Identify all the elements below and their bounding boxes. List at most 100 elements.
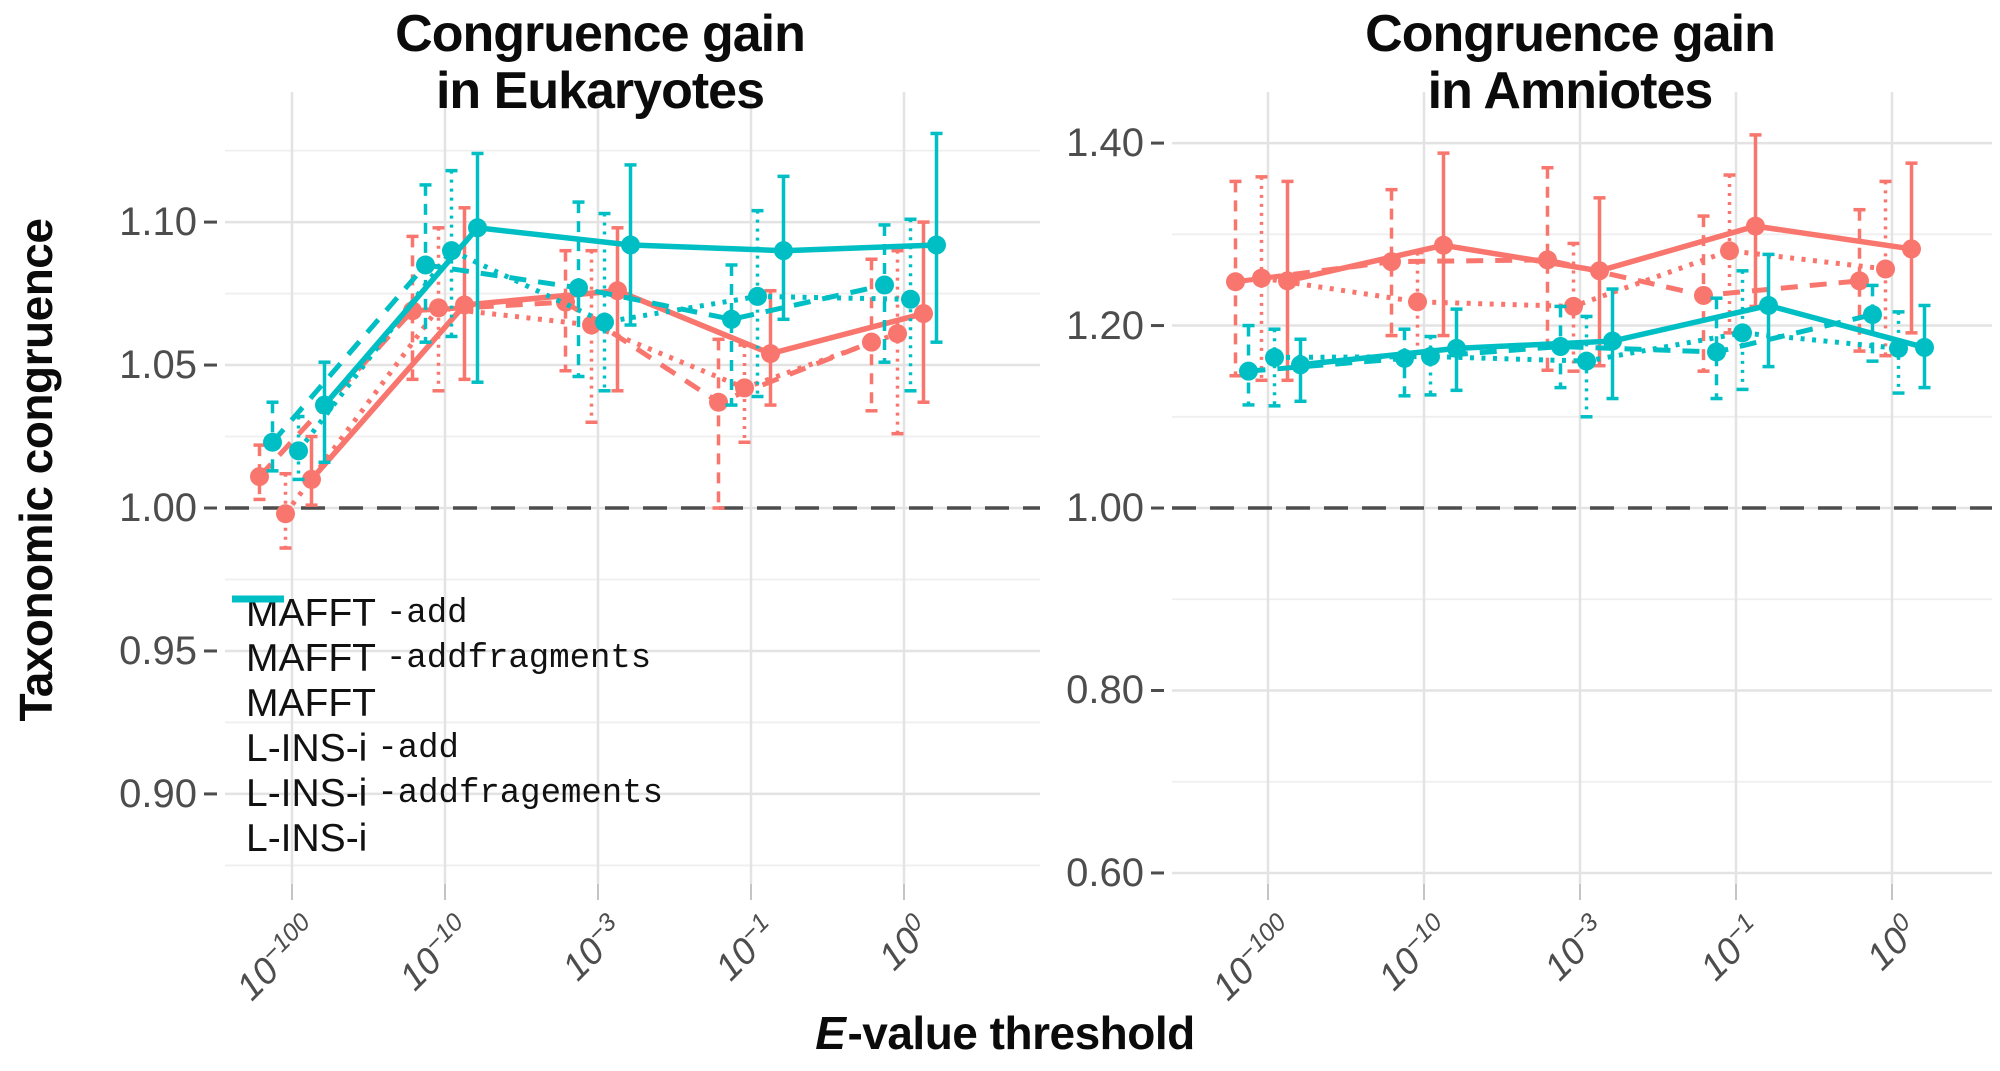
series-mafft — [1278, 133, 1921, 383]
data-point — [875, 275, 894, 295]
title-line: Congruence gain — [395, 5, 806, 63]
series-l-ins-i — [315, 131, 946, 465]
data-point — [468, 218, 487, 238]
data-point — [250, 467, 269, 487]
data-point — [1590, 261, 1609, 281]
title-line: in Eukaryotes — [435, 62, 765, 120]
data-point — [1694, 285, 1713, 305]
data-point — [1447, 338, 1466, 358]
legend-item: MAFFT -add — [230, 591, 663, 636]
y-axis-tick-label: 0.95 — [119, 628, 197, 673]
data-point — [927, 235, 946, 255]
y-axis-tick-label: 1.40 — [1066, 121, 1144, 166]
data-point — [735, 378, 754, 398]
legend-label-suffix: -addfragments — [385, 639, 652, 678]
data-point — [1733, 323, 1752, 343]
data-point — [901, 289, 920, 309]
series-l-ins-i-add — [263, 183, 894, 473]
data-point — [1226, 272, 1245, 292]
data-point — [1278, 271, 1297, 291]
gridlines — [1172, 92, 1992, 884]
data-point — [1434, 235, 1453, 255]
data-point — [1408, 292, 1427, 312]
data-point — [289, 441, 308, 461]
legend-label-main: L-INS-i — [246, 816, 368, 860]
title-line: in Amniotes — [1427, 62, 1714, 120]
amniotes-panel-title: Congruence gain in Amniotes — [1140, 6, 2000, 120]
data-point — [429, 298, 448, 318]
series-mafft-addfragments — [276, 226, 907, 550]
data-point — [1564, 296, 1583, 316]
legend-item: MAFFT -addfragments — [230, 595, 663, 681]
x-axis-title-italic: E — [815, 1007, 846, 1059]
data-point — [1876, 259, 1895, 279]
data-point — [914, 304, 933, 324]
data-point — [455, 295, 474, 315]
data-point — [315, 395, 334, 415]
y-axis-tick-label: 1.10 — [119, 200, 197, 245]
data-point — [888, 324, 907, 344]
y-axis-tick-label: 1.20 — [1066, 303, 1144, 348]
legend-item: L-INS-i -addfragements — [230, 595, 663, 816]
y-axis-tick-label: 0.80 — [1066, 668, 1144, 713]
eukaryotes-panel-title: Congruence gain in Eukaryotes — [160, 6, 1040, 120]
legend-swatch-solid-line-icon — [232, 595, 284, 603]
data-point — [302, 469, 321, 489]
series-mafft-add — [250, 234, 881, 510]
series-mafft — [302, 206, 933, 507]
data-point — [1577, 351, 1596, 371]
legend-item: L-INS-i -add — [230, 595, 663, 771]
legend-label-suffix: -add — [377, 729, 459, 768]
axis-tick-marks — [1151, 141, 1893, 900]
axis-tick-marks — [204, 220, 905, 900]
amniotes-panel — [1151, 92, 1992, 900]
data-point — [595, 312, 614, 332]
legend-label-main: MAFFT — [246, 681, 376, 725]
legend-label-suffix: -add — [385, 594, 468, 633]
data-point — [1707, 342, 1726, 362]
data-point — [276, 504, 295, 524]
legend-label-main: L-INS-i — [246, 771, 368, 815]
y-axis-tick-label: 0.60 — [1066, 850, 1144, 895]
data-point — [761, 344, 780, 364]
title-line: Congruence gain — [1365, 5, 1776, 63]
series-l-ins-i-addfragements — [289, 168, 920, 482]
data-point — [774, 241, 793, 261]
y-axis-tick-label: 1.05 — [119, 343, 197, 388]
series-line — [283, 305, 899, 516]
legend-item: MAFFT — [230, 595, 663, 726]
legend-label-main: MAFFT — [246, 636, 376, 680]
legend-label-main: L-INS-i — [246, 726, 368, 770]
eukaryotes-panel — [204, 92, 1040, 900]
data-point — [1850, 271, 1869, 291]
x-axis-title-rest: -value threshold — [847, 1007, 1195, 1059]
data-point — [862, 332, 881, 352]
data-point — [1759, 295, 1778, 315]
legend-item: L-INS-i — [230, 595, 663, 861]
y-axis-title: Taxonomic congruence — [10, 218, 62, 722]
y-axis-tick-label: 0.90 — [119, 771, 197, 816]
data-point — [1291, 355, 1310, 375]
data-point — [1915, 337, 1934, 357]
data-point — [722, 309, 741, 329]
legend: MAFFT -add MAFFT -addfragments MAFFT L-INS-i -… — [230, 591, 663, 861]
data-point — [1863, 305, 1882, 325]
data-point — [1746, 216, 1765, 236]
y-axis-tick-label: 1.00 — [1066, 486, 1144, 531]
data-point — [621, 235, 640, 255]
data-point — [709, 392, 728, 412]
data-point — [1720, 241, 1739, 261]
data-point — [416, 255, 435, 275]
legend-label-suffix: -addfragements — [377, 774, 663, 813]
data-point — [1252, 268, 1271, 288]
data-point — [748, 286, 767, 306]
data-point — [263, 432, 282, 452]
series-mafft-addfragments — [1252, 173, 1895, 383]
data-point — [1239, 361, 1258, 381]
x-axis-title: E-value threshold — [505, 1006, 1505, 1060]
data-point — [569, 278, 588, 298]
data-point — [1902, 239, 1921, 259]
data-point — [1265, 347, 1284, 367]
